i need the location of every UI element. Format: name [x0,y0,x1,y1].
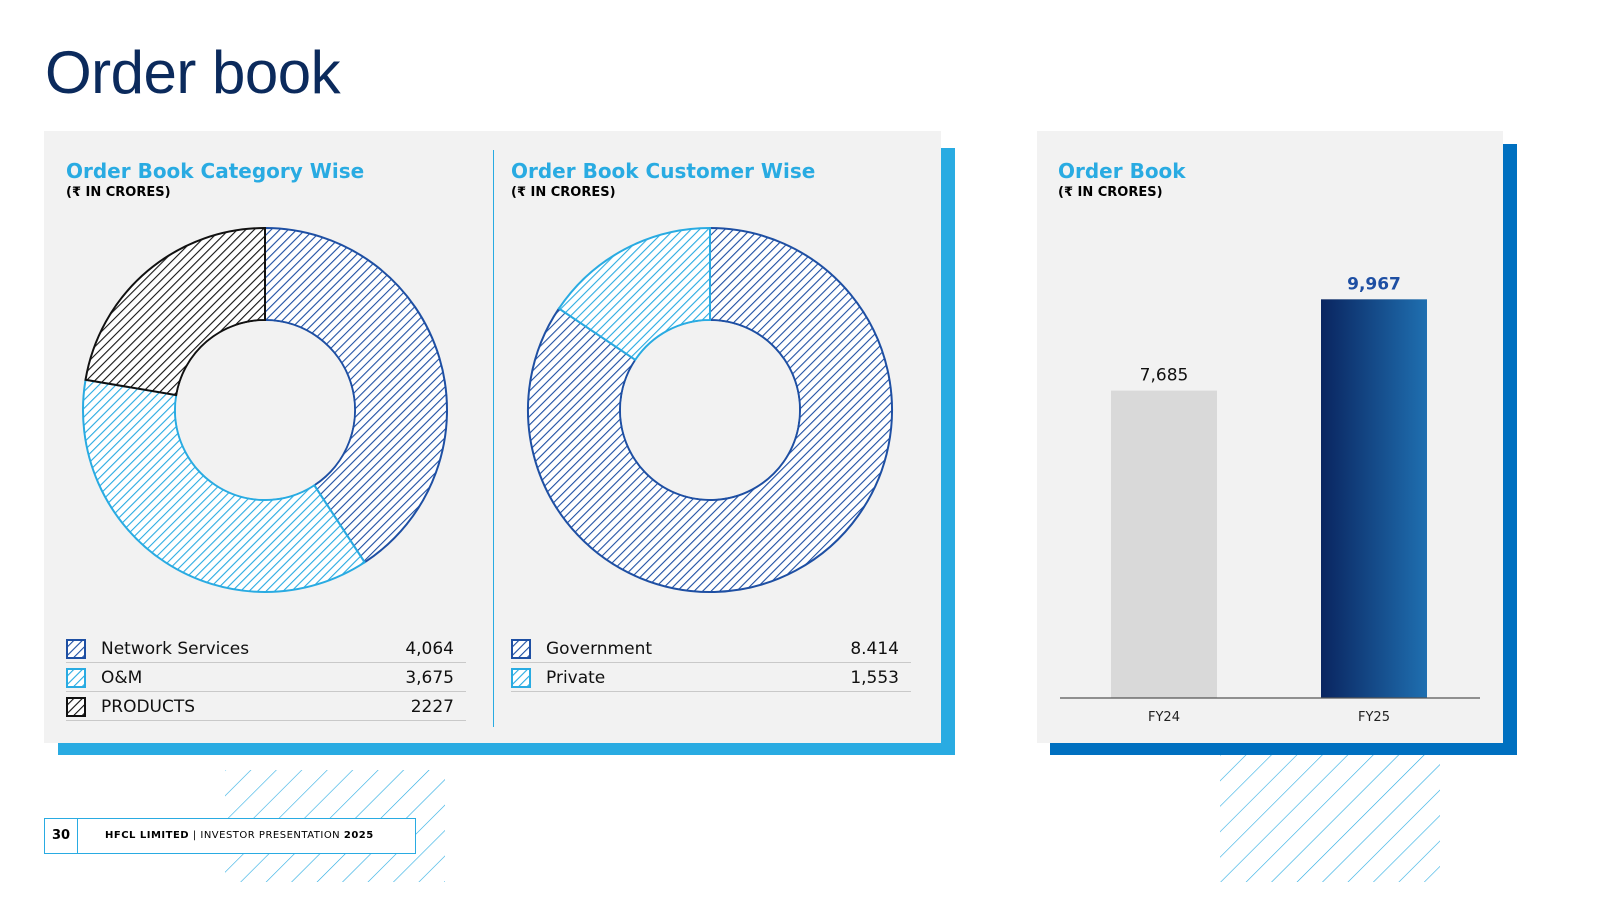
page-number: 30 [45,819,78,853]
bar-value-label: 9,967 [1347,274,1401,294]
orderbook-chart-subtitle: (₹ IN CRORES) [1058,185,1163,200]
category-chart-subtitle: (₹ IN CRORES) [66,185,171,200]
donut-hole [176,321,354,499]
legend-label: PRODUCTS [101,697,196,717]
om-swatch [66,668,86,688]
donut-slice-government [527,226,893,593]
panel-divider [493,150,494,727]
donut-slice-products [84,226,266,397]
footer-separator: | [192,830,197,841]
bar-fy24 [1111,390,1217,698]
legend-value: 3,675 [405,668,454,688]
legend-row-network-services: Network Services 4,064 [66,634,466,663]
donut-slice-o-m [82,378,367,593]
category-donut-chart [82,226,448,593]
category-legend: Network Services 4,064 O&M 3,675 PRODUCT… [66,634,466,721]
x-tick-label: FY24 [1148,710,1180,725]
network-services-swatch [66,639,86,659]
donut-slice-private [557,226,711,362]
donut-hole [621,321,799,499]
bar-value-label: 7,685 [1140,366,1189,386]
legend-row-products: PRODUCTS 2227 [66,692,466,721]
footer-caption: HFCL LIMITED | INVESTOR PRESENTATION 202… [105,830,374,841]
legend-value: 8.414 [850,639,899,659]
page-title: Order book [45,39,341,106]
footer: 30 HFCL LIMITED | INVESTOR PRESENTATION … [44,818,416,854]
footer-company: HFCL LIMITED [105,830,190,841]
legend-label: Government [546,639,653,659]
legend-row-om: O&M 3,675 [66,663,466,692]
legend-row-private: Private 1,553 [511,663,911,692]
legend-value: 4,064 [405,639,454,659]
legend-row-government: Government 8.414 [511,634,911,663]
legend-value: 2227 [410,697,454,717]
decorative-hatch-right [1220,755,1440,882]
bar-fy25 [1321,299,1427,698]
orderbook-chart-title: Order Book [1058,159,1186,183]
orderbook-bar-chart: 7,685 FY24 9,967 FY25 [1060,274,1480,725]
legend-value: 1,553 [850,668,899,688]
legend-label: Network Services [101,639,250,659]
x-tick-label: FY25 [1358,710,1390,725]
customer-legend: Government 8.414 Private 1,553 [511,634,911,692]
footer-doc: INVESTOR PRESENTATION [200,830,341,841]
category-chart-title: Order Book Category Wise [66,159,365,183]
customer-donut-chart [527,226,893,593]
private-swatch [511,668,531,688]
customer-chart-subtitle: (₹ IN CRORES) [511,185,616,200]
customer-chart-title: Order Book Customer Wise [511,159,816,183]
government-swatch [511,639,531,659]
products-swatch [66,697,86,717]
footer-year: 2025 [343,830,374,841]
legend-label: Private [546,668,606,688]
legend-label: O&M [101,668,143,688]
donut-slice-network-services [264,226,448,564]
